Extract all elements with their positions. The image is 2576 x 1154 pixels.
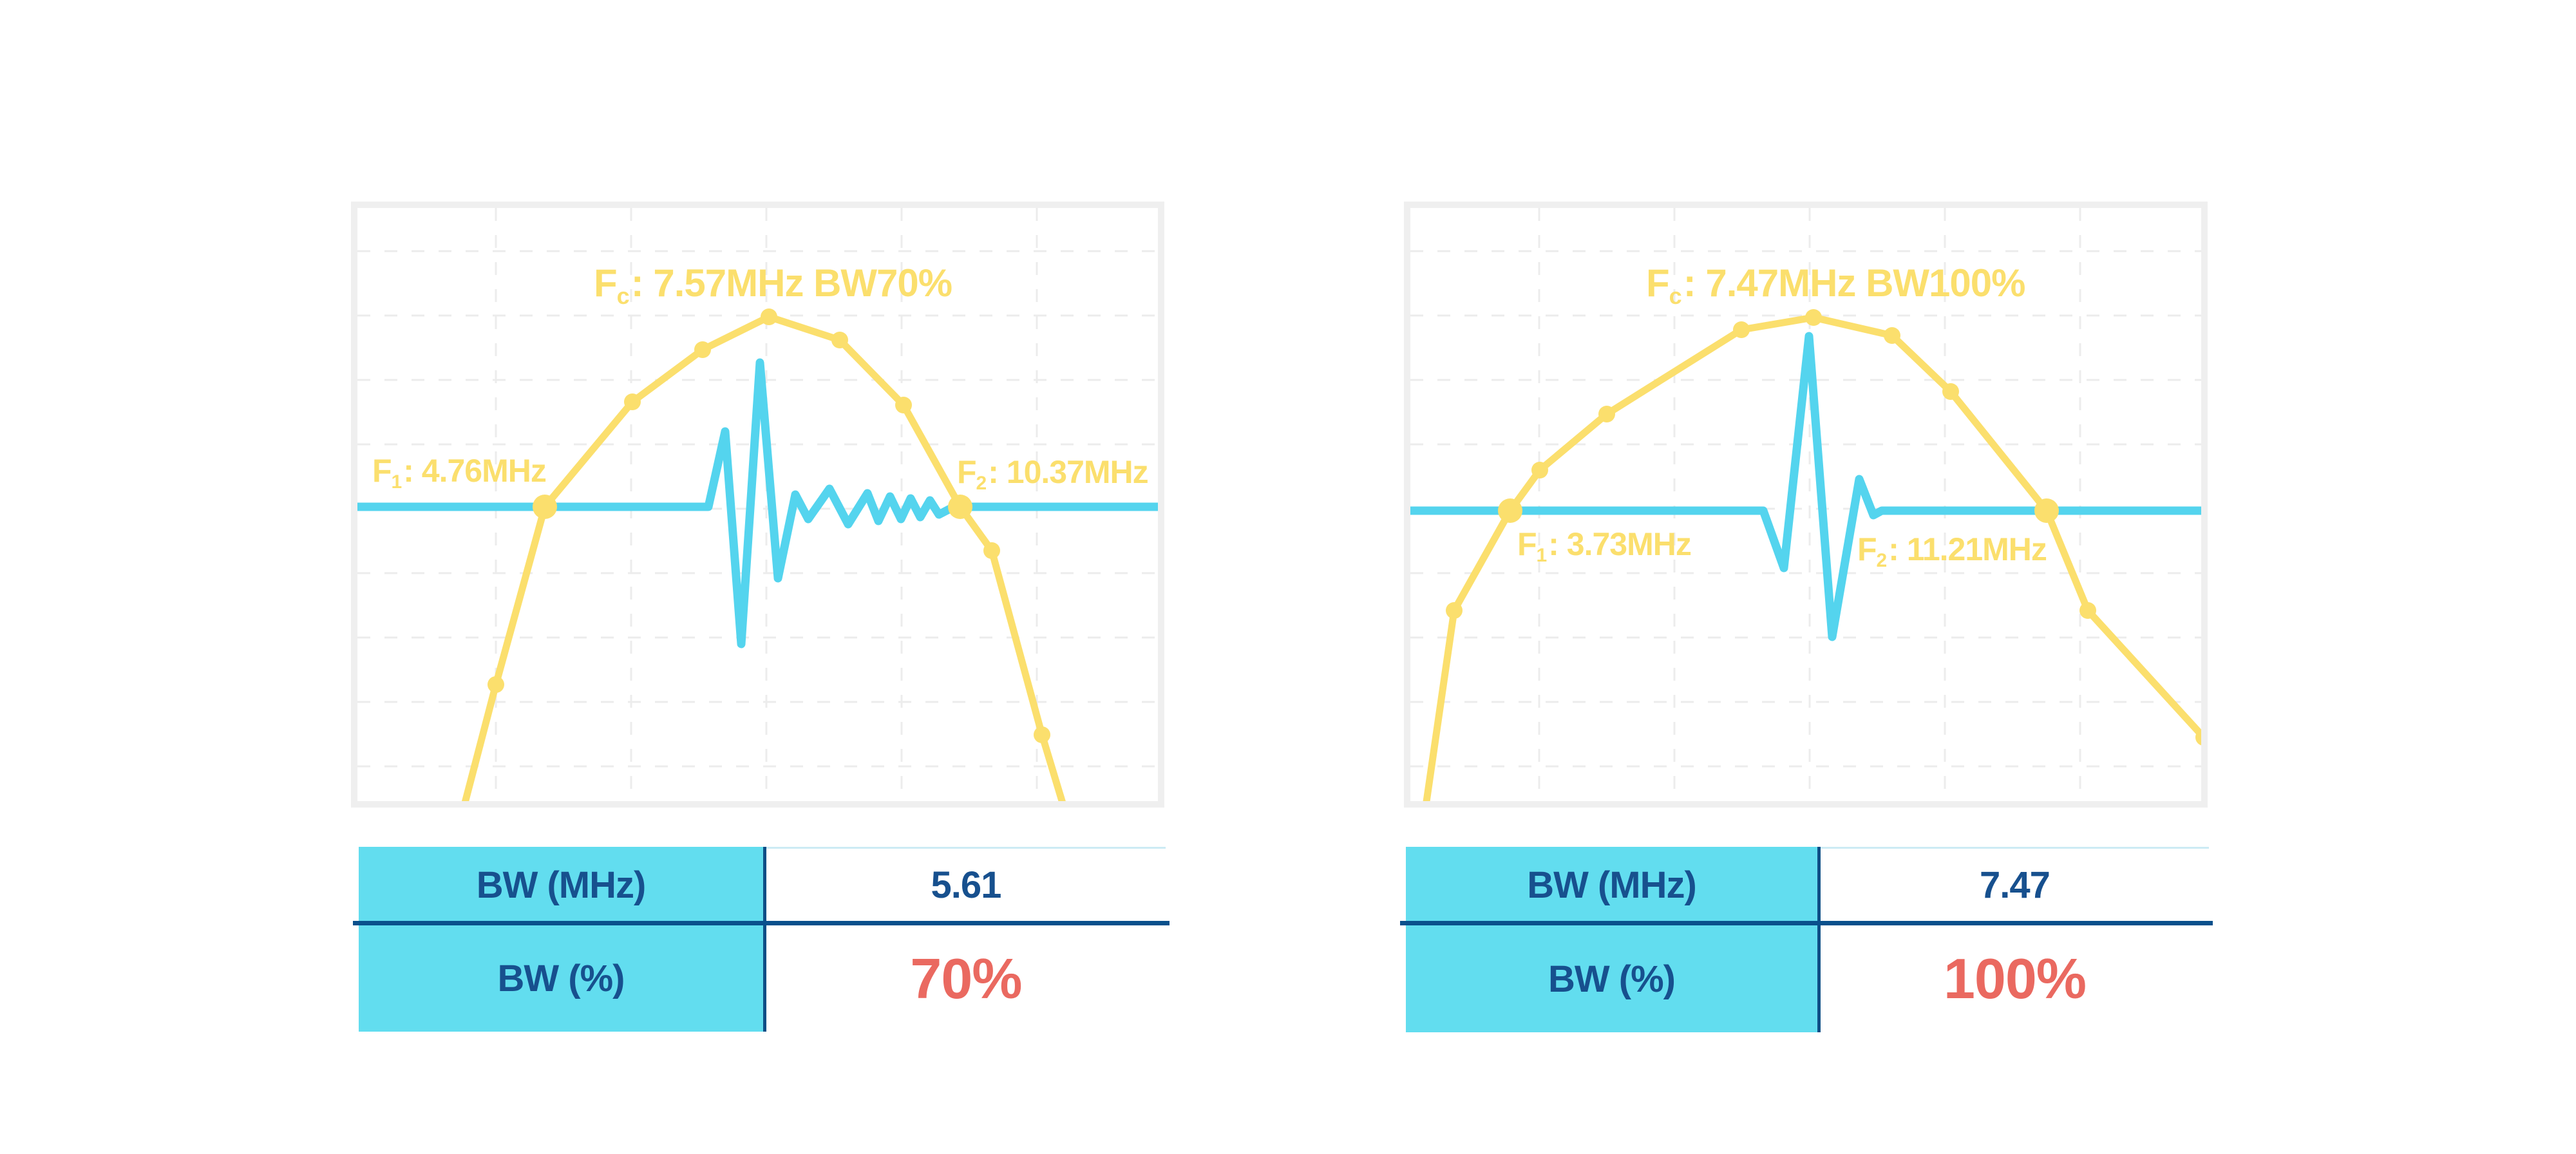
f2-prefix: F [1857, 531, 1877, 567]
spectrum-curve [1423, 314, 2201, 801]
f1-prefix: F [372, 453, 392, 489]
spectrum-curve [461, 313, 1066, 801]
data-point-dot [831, 332, 848, 348]
data-point-dot [761, 308, 777, 325]
bw70-chart-frame: Fc: 7.57MHz BW70% F1: 4.76MHz F2: 10.37M… [351, 202, 1164, 808]
table-column-divider [763, 847, 766, 1032]
bw-pct-value: 100% [1943, 947, 2087, 1010]
f1-subscript: 1 [391, 471, 402, 493]
bw70-f1-label: F1: 4.76MHz [372, 453, 547, 492]
bw100-f2-label: F2: 11.21MHz [1857, 531, 2047, 571]
data-point-dot [624, 393, 641, 410]
data-point-dot [1884, 327, 1900, 344]
bw100-chart-canvas [1410, 208, 2201, 801]
bw100-f1-label: F1: 3.73MHz [1517, 526, 1692, 565]
fc-prefix: F [594, 261, 618, 305]
data-point-dot [1446, 602, 1463, 619]
bw-mhz-label: BW (MHz) [1527, 864, 1697, 906]
bw70-fc-label: Fc: 7.57MHz BW70% [594, 261, 952, 308]
bandwidth-edge-dot [2034, 498, 2059, 523]
bw-pct-value: 70% [910, 946, 1022, 1010]
table-header-column [359, 847, 763, 1032]
bandwidth-edge-dot [533, 495, 557, 519]
table-column-divider [1817, 847, 1821, 1032]
data-point-dot [1733, 321, 1750, 338]
data-point-dot [1942, 383, 1959, 400]
bw70-f2-label: F2: 10.37MHz [957, 454, 1149, 493]
data-point-dot [1805, 309, 1822, 326]
table-header-column [1406, 847, 1817, 1032]
bw-pct-label: BW (%) [497, 958, 625, 999]
data-point-dot [1531, 462, 1548, 478]
bw70-chart-canvas [357, 208, 1158, 801]
bw100-table: BW (MHz) 7.47 BW (%) 100% [1400, 847, 2213, 1032]
fc-subscript: c [1669, 283, 1682, 310]
bandwidth-edge-dot [948, 495, 972, 519]
f1-text: : 4.76MHz [403, 453, 547, 489]
f1-text: : 3.73MHz [1548, 526, 1692, 562]
data-point-dot [2195, 729, 2201, 746]
fc-prefix: F [1646, 261, 1670, 305]
bw-mhz-value: 5.61 [931, 864, 1002, 906]
f1-prefix: F [1517, 526, 1537, 562]
f1-subscript: 1 [1536, 545, 1548, 567]
pulse-waveform [357, 358, 1158, 648]
bw100-fc-label: Fc: 7.47MHz BW100% [1646, 261, 2026, 308]
bandwidth-edge-dot [1498, 498, 1522, 523]
fc-text: : 7.57MHz BW70% [630, 261, 952, 305]
data-point-dot [1598, 406, 1615, 422]
data-point-dot [2079, 602, 2096, 619]
data-point-dot [1034, 726, 1050, 743]
bw-mhz-value: 7.47 [1980, 864, 2050, 906]
table-row-divider [1400, 921, 2213, 925]
f2-prefix: F [957, 454, 977, 490]
f2-subscript: 2 [1876, 550, 1888, 572]
data-point-dot [694, 341, 711, 358]
bw70-table: BW (MHz) 5.61 BW (%) 70% [353, 847, 1170, 1032]
f2-subscript: 2 [976, 473, 987, 495]
bw100-chart-frame: Fc: 7.47MHz BW100% F1: 3.73MHz F2: 11.21… [1404, 202, 2208, 808]
data-point-dot [488, 676, 504, 693]
data-point-dot [983, 542, 1000, 559]
bw-pct-label: BW (%) [1548, 958, 1676, 1000]
f2-text: : 11.21MHz [1888, 531, 2047, 567]
f2-text: : 10.37MHz [988, 454, 1148, 490]
fc-text: : 7.47MHz BW100% [1683, 261, 2026, 305]
pulse-waveform [1410, 332, 2201, 641]
bw-mhz-label: BW (MHz) [476, 864, 647, 906]
fc-subscript: c [616, 283, 630, 310]
table-row-divider [353, 921, 1170, 925]
data-point-dot [895, 397, 912, 413]
